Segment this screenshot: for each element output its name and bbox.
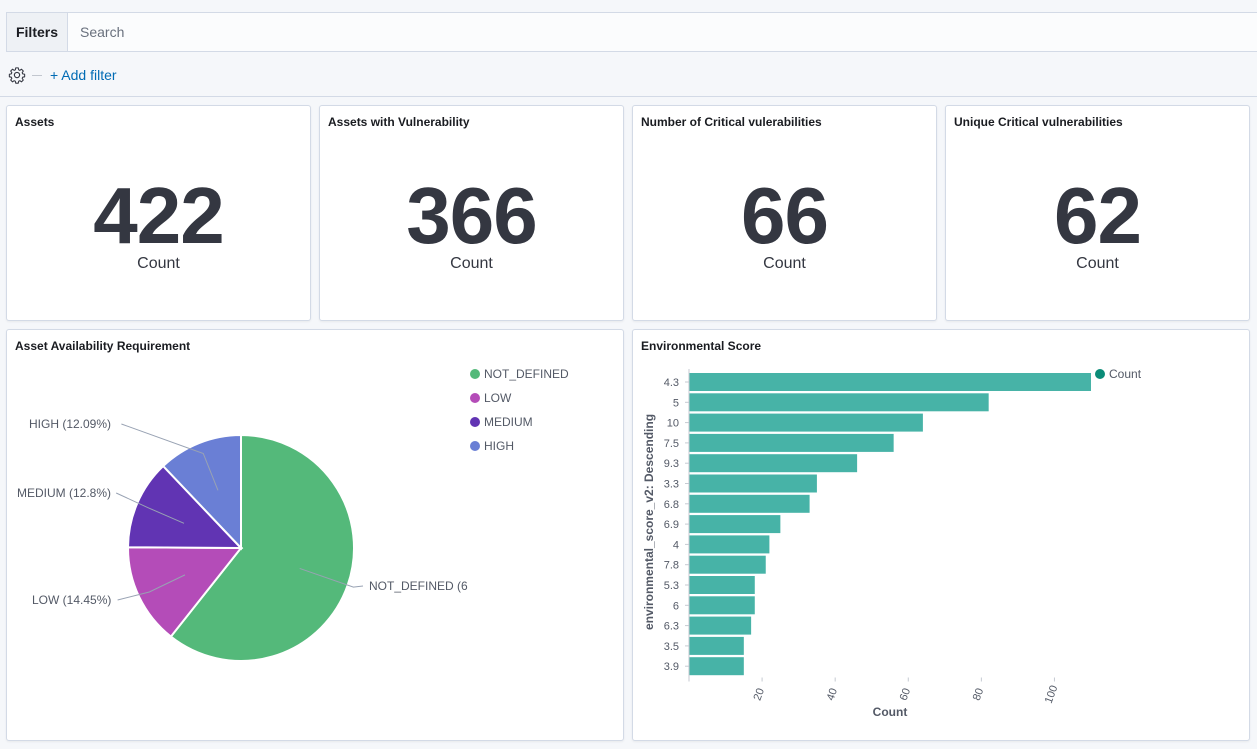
bar-10[interactable]: [689, 413, 923, 432]
legend-item-medium[interactable]: MEDIUM: [484, 415, 533, 429]
bar-3.5[interactable]: [689, 636, 744, 655]
legend-dot-icon: [470, 417, 480, 427]
pie-data-label: NOT_DEFINED (6: [369, 579, 468, 593]
y-tick-label: 3.9: [664, 661, 679, 673]
legend-dot-icon: [470, 393, 480, 403]
bar-9.3[interactable]: [689, 454, 858, 473]
panel-title: Assets with Vulnerability: [328, 115, 470, 129]
bar-4.3[interactable]: [689, 373, 1091, 391]
metric-panel-unique-critical-vulnerabilities: Unique Critical vulnerabilities 62 Count: [945, 105, 1250, 321]
y-tick-label: 7.5: [664, 438, 679, 450]
metric-panel-critical-vulnerabilities: Number of Critical vulerabilities 66 Cou…: [632, 105, 937, 321]
x-tick-label: 80: [971, 687, 986, 703]
panel-title: Environmental Score: [641, 339, 762, 353]
legend-item-count[interactable]: Count: [1109, 367, 1142, 381]
y-tick-label: 9.3: [664, 458, 679, 470]
bar-5.3[interactable]: [689, 576, 755, 594]
pie-chart-panel: Asset Availability Requirement NOT_DEFIN…: [6, 329, 624, 741]
bar-6.8[interactable]: [689, 494, 810, 513]
search-row: Filters: [6, 12, 1257, 52]
metric-label: Count: [763, 255, 806, 272]
legend-dot-icon: [470, 369, 480, 379]
metric-value: 422: [93, 171, 224, 260]
x-tick-label: 20: [752, 687, 767, 703]
y-tick-label: 6.8: [664, 499, 679, 511]
pie-label-line: [117, 574, 186, 601]
metric-value: 62: [1054, 171, 1142, 260]
filters-tab[interactable]: Filters: [7, 13, 68, 51]
pie-data-label: HIGH (12.09%): [29, 417, 111, 431]
bar-chart: 4.3 5 10 7.5 9.3 3.3 6.8 6.9 4 7.8 5.3 6 6.3 3.5 3.9 20…: [642, 367, 1142, 719]
search-input[interactable]: [68, 13, 1257, 51]
panel-title: Assets: [15, 115, 55, 129]
filter-row: + Add filter: [8, 64, 117, 86]
legend-item-high[interactable]: HIGH: [484, 439, 514, 453]
x-tick-label: 100: [1043, 684, 1061, 705]
legend-item-low[interactable]: LOW: [484, 391, 512, 405]
metric-value: 66: [741, 171, 829, 260]
bar-5[interactable]: [689, 393, 989, 412]
legend-item-not-defined[interactable]: NOT_DEFINED: [484, 367, 569, 381]
x-axis-title: Count: [873, 705, 908, 719]
pie-slice-low[interactable]: [127, 546, 244, 638]
pie-chart: NOT_DEFINED (6 LOW (14.45%) MEDIUM (12.8%)…: [17, 367, 569, 662]
bar-3.9[interactable]: [689, 657, 744, 676]
bar-7.5[interactable]: [689, 433, 894, 452]
bar-chart-panel: Environmental Score 4.3 5 10 7.5 9.3 3.3 6.8 6.…: [632, 329, 1250, 741]
y-tick-label: 4: [673, 539, 679, 551]
y-tick-label: 4.3: [664, 377, 679, 389]
y-tick-label: 6.9: [664, 519, 679, 531]
metric-label: Count: [137, 255, 180, 272]
bar-4[interactable]: [689, 535, 770, 554]
legend-dot-icon: [1095, 369, 1105, 379]
pie-data-label: MEDIUM (12.8%): [17, 486, 111, 500]
metric-label: Count: [1076, 255, 1119, 272]
pie-label-line: [121, 423, 219, 491]
metric-panel-assets-with-vulnerability: Assets with Vulnerability 366 Count: [319, 105, 624, 321]
y-axis-title: environmental_score_v2: Descending: [642, 414, 656, 630]
bar-6.9[interactable]: [689, 515, 781, 534]
bar-7.8[interactable]: [689, 555, 766, 574]
pie-label-line: [299, 567, 364, 588]
y-tick-label: 7.8: [664, 560, 679, 572]
y-tick-label: 5.3: [664, 580, 679, 592]
panel-title: Unique Critical vulnerabilities: [954, 115, 1123, 129]
gear-icon[interactable]: [8, 66, 26, 84]
panel-title: Asset Availability Requirement: [15, 339, 191, 353]
add-filter-button[interactable]: + Add filter: [50, 67, 117, 83]
y-tick-label: 6: [673, 600, 679, 612]
x-tick-label: 40: [825, 687, 840, 703]
metric-label: Count: [450, 255, 493, 272]
bar-6[interactable]: [689, 596, 755, 615]
query-bar: Filters + Add filter: [0, 0, 1257, 97]
y-tick-label: 5: [673, 397, 679, 409]
y-tick-label: 3.5: [664, 641, 679, 653]
pie-label-line: [115, 492, 185, 524]
y-tick-label: 3.3: [664, 479, 679, 491]
panel-title: Number of Critical vulerabilities: [641, 115, 822, 129]
metric-panel-assets: Assets 422 Count: [6, 105, 311, 321]
bar-3.3[interactable]: [689, 474, 817, 493]
x-tick-label: 60: [898, 687, 913, 703]
divider: [32, 74, 42, 76]
legend-dot-icon: [470, 441, 480, 451]
pie-data-label: LOW (14.45%): [32, 593, 111, 607]
pie-slice-high[interactable]: [161, 433, 242, 551]
y-tick-label: 6.3: [664, 621, 679, 633]
bar-6.3[interactable]: [689, 616, 752, 635]
y-tick-label: 10: [667, 418, 679, 430]
metric-value: 366: [406, 171, 537, 260]
